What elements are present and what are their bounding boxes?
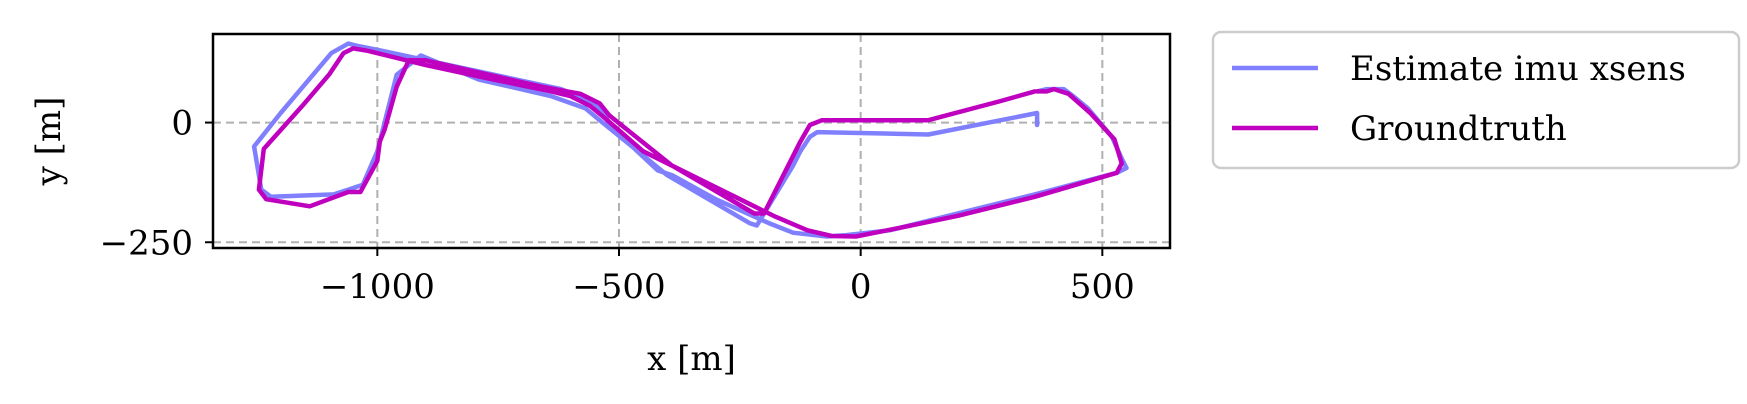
x-axis-label: x [m]	[647, 339, 736, 379]
y-tick-label: 0	[171, 104, 193, 144]
plot-area-frame	[211, 32, 1172, 250]
legend: Estimate imu xsens Groundtruth	[1211, 30, 1741, 170]
y-axis-label: y [m]	[29, 97, 69, 187]
y-tick-label: −250	[100, 223, 193, 263]
x-tick-label: −500	[572, 267, 665, 307]
series-lines	[251, 41, 1129, 239]
x-tick-label: 500	[1070, 267, 1135, 307]
legend-label-groundtruth: Groundtruth	[1350, 109, 1567, 149]
axis-ticks: −1000 −500 0 500 0 −250	[100, 104, 1135, 307]
groundtruth-trajectory-line	[256, 46, 1124, 239]
grid-lines	[213, 34, 1170, 248]
x-tick-label: −1000	[320, 267, 435, 307]
x-tick-label: 0	[850, 267, 872, 307]
legend-label-estimate: Estimate imu xsens	[1350, 49, 1686, 89]
legend-box	[1211, 30, 1741, 170]
